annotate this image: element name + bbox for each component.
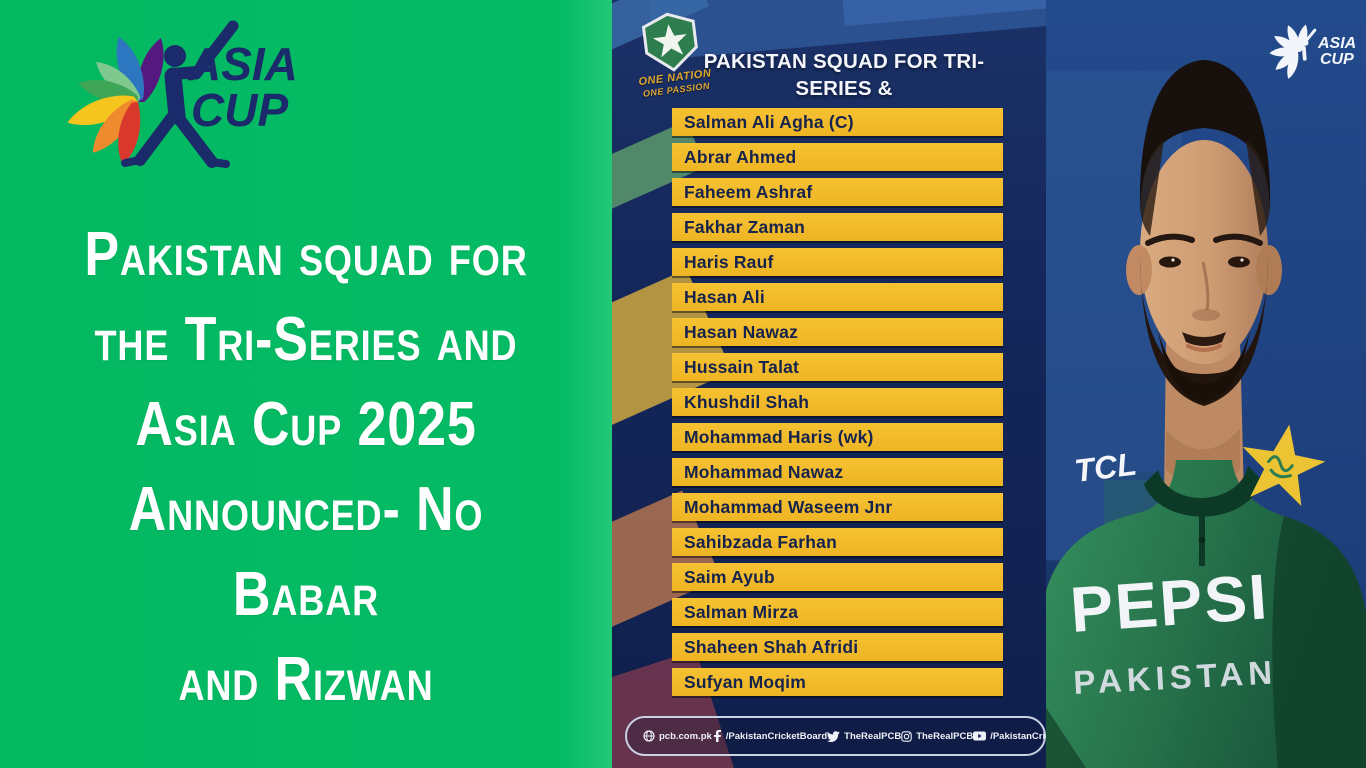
youtube-handle: /PakistanCricketOfficial [990, 730, 1046, 742]
player-row: Shaheen Shah Afridi [672, 633, 1003, 661]
player-name: Sahibzada Farhan [684, 531, 837, 552]
social-item-youtube: /PakistanCricketOfficial [973, 731, 1046, 742]
player-name: Hussain Talat [684, 356, 800, 377]
player-name: Salman Mirza [684, 601, 799, 622]
player-name: Haris Rauf [684, 251, 774, 272]
player-name: Faheem Ashraf [684, 181, 813, 202]
asia-cup-logo-white: ASIA CUP [1269, 24, 1356, 79]
batsman-icon [121, 20, 239, 168]
player-list: Salman Ali Agha (C) Abrar Ahmed Faheem A… [672, 108, 1003, 703]
asia-cup-fan-icon-white [1269, 24, 1317, 79]
player-row: Abrar Ahmed [672, 143, 1003, 171]
player-row: Faheem Ashraf [672, 178, 1003, 206]
player-name: Mohammad Haris (wk) [684, 426, 874, 447]
headline-line: Pakistan squad for [84, 220, 528, 289]
player-row: Salman Mirza [672, 598, 1003, 626]
player-row: Hussain Talat [672, 353, 1003, 381]
player-name: Sufyan Moqim [684, 671, 806, 692]
globe-icon [643, 730, 655, 742]
asia-cup-fan-icon [67, 36, 164, 165]
player-row: Mohammad Haris (wk) [672, 423, 1003, 451]
headline: Pakistan squad for the Tri-Series and As… [49, 212, 563, 722]
jersey-sponsor-tcl: TCL [1072, 446, 1138, 489]
player-name: Saim Ayub [684, 566, 775, 587]
player-name: Shaheen Shah Afridi [684, 636, 859, 657]
player-name: Fakhar Zaman [684, 216, 806, 237]
player-row: Hasan Ali [672, 283, 1003, 311]
youtube-icon [973, 731, 987, 741]
player-photo: ASIA CUP [1046, 0, 1366, 768]
pcb-shield-icon [641, 12, 698, 72]
player-name: Hasan Nawaz [684, 321, 799, 342]
player-row: Fakhar Zaman [672, 213, 1003, 241]
player-row: Hasan Nawaz [672, 318, 1003, 346]
pcb-badge: ONE NATION ONE PASSION [615, 6, 728, 102]
instagram-handle: TheRealPCB [916, 730, 974, 742]
jersey-sponsor-pepsi: PEPSI [1068, 560, 1271, 646]
asia-cup-white-text-line1: ASIA [1317, 35, 1356, 52]
social-bar: pcb.com.pk /PakistanCricketBoard TheReal… [625, 716, 1046, 756]
poster-title-line1: PAKISTAN SQUAD FOR TRI-SERIES & [703, 50, 985, 100]
twitter-handle: TheRealPCB [844, 730, 902, 742]
player-name: Mohammad Waseem Jnr [684, 496, 893, 517]
social-item-website: pcb.com.pk [643, 730, 712, 742]
social-item-instagram: TheRealPCB [901, 731, 973, 742]
player-row: Mohammad Nawaz [672, 458, 1003, 486]
asia-cup-logo: ASIA CUP [67, 20, 298, 168]
asia-cup-logo-text-line1: ASIA [187, 38, 298, 90]
instagram-icon [901, 730, 912, 742]
headline-line: and Rizwan [178, 645, 434, 714]
facebook-icon [713, 730, 721, 742]
player-row: Haris Rauf [672, 248, 1003, 276]
facebook-handle: /PakistanCricketBoard [725, 730, 828, 742]
star-crest [1242, 424, 1326, 506]
headline-line: Announced- No Babar [128, 475, 484, 629]
twitter-icon [827, 730, 840, 742]
player-name: Salman Ali Agha (C) [684, 111, 854, 132]
player-name: Abrar Ahmed [684, 146, 797, 167]
player-row: Sufyan Moqim [672, 668, 1003, 696]
asia-cup-white-text-line2: CUP [1320, 51, 1354, 68]
player-name: Khushdil Shah [684, 391, 810, 412]
squad-poster: ONE NATION ONE PASSION PAKISTAN SQUAD FO… [612, 0, 1046, 768]
left-panel: ASIA CUP Pakistan squad for the Tri-Seri… [0, 0, 612, 768]
player-name: Mohammad Nawaz [684, 461, 844, 482]
social-item-facebook: /PakistanCricketBoard [712, 730, 827, 742]
headline-line: the Tri-Series and [94, 305, 518, 374]
asia-cup-logo-text-line2: CUP [191, 84, 288, 136]
player-name: Hasan Ali [684, 286, 765, 307]
social-item-twitter: TheRealPCB [827, 731, 901, 742]
player-row: Mohammad Waseem Jnr [672, 493, 1003, 521]
headline-line: Asia Cup 2025 [135, 390, 477, 459]
player-row: Salman Ali Agha (C) [672, 108, 1003, 136]
player-figure: TCL PEPSI PAKISTAN [1046, 60, 1366, 768]
player-row: Khushdil Shah [672, 388, 1003, 416]
player-row: Sahibzada Farhan [672, 528, 1003, 556]
player-row: Saim Ayub [672, 563, 1003, 591]
website-handle: pcb.com.pk [659, 730, 712, 742]
